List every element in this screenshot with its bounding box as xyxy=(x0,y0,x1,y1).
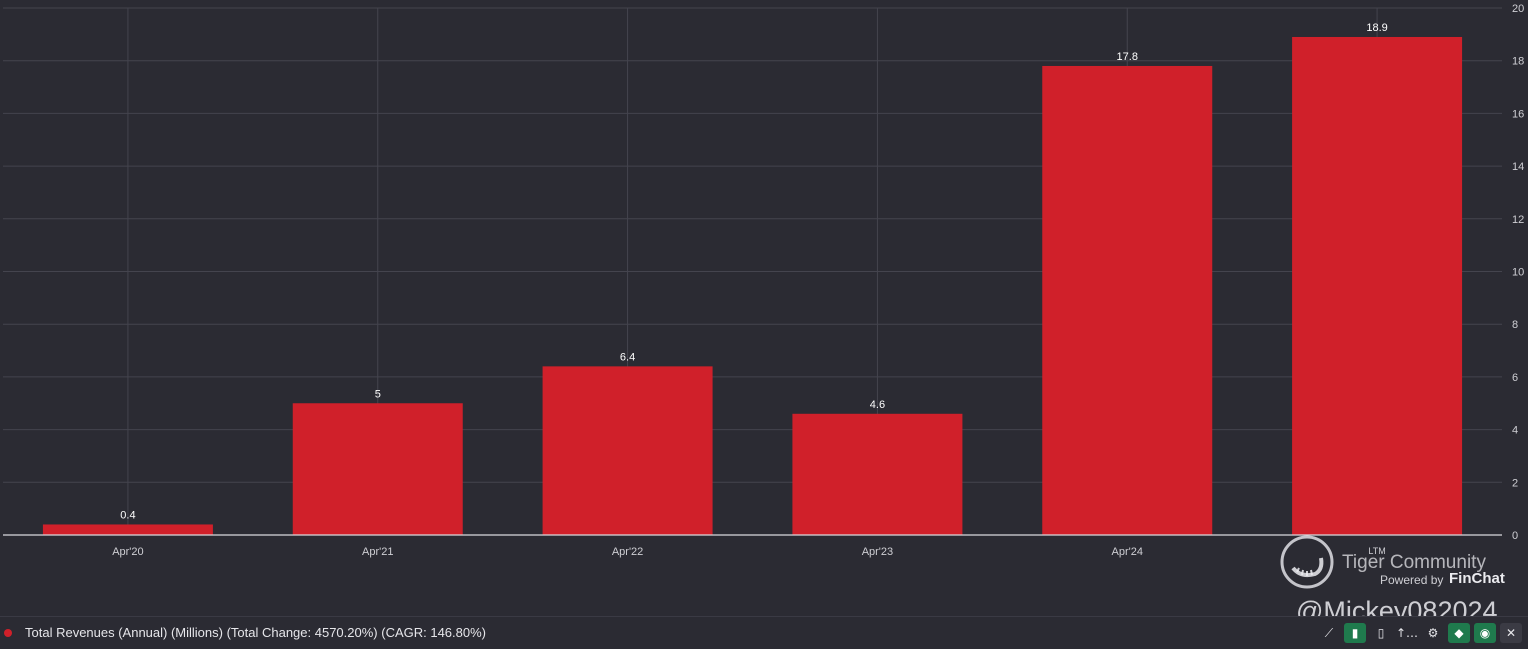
x-tick-label: Apr'24 xyxy=(1112,546,1143,558)
y-tick-label: 12 xyxy=(1512,214,1524,226)
gear-icon[interactable]: ⚙ xyxy=(1427,626,1439,640)
watermark-powered-by: Powered by xyxy=(1380,573,1444,587)
bar-chart-icon[interactable]: ▮ xyxy=(1344,623,1366,643)
bar-4 xyxy=(1042,65,1213,535)
sort-icon[interactable]: ↑… xyxy=(1395,626,1419,640)
y-tick-label: 20 xyxy=(1512,3,1524,15)
y-tick-label: 8 xyxy=(1512,319,1518,331)
close-icon[interactable]: ✕ xyxy=(1500,623,1522,643)
bar-0 xyxy=(42,524,213,535)
y-tick-label: 18 xyxy=(1512,56,1524,68)
bar-3 xyxy=(792,413,963,535)
y-tick-label: 4 xyxy=(1512,425,1518,437)
legend-bar: Total Revenues (Annual) (Millions) (Tota… xyxy=(0,616,1528,649)
x-tick-label: LTM xyxy=(1368,546,1385,556)
data-label: 6.4 xyxy=(620,351,635,363)
bar-1 xyxy=(292,403,463,535)
data-label: 4.6 xyxy=(870,399,885,411)
bar-5 xyxy=(1292,36,1463,536)
data-label: 5 xyxy=(375,388,381,400)
y-tick-label: 6 xyxy=(1512,372,1518,384)
x-tick-label: Apr'21 xyxy=(362,546,393,558)
data-label: 18.9 xyxy=(1366,22,1387,34)
line-chart-icon[interactable]: ⟋ xyxy=(1324,625,1334,640)
tag-icon[interactable]: ◆ xyxy=(1448,623,1470,643)
x-tick-label: Apr'22 xyxy=(612,546,643,558)
legend-marker xyxy=(4,629,12,637)
tiger-logo-icon xyxy=(1279,534,1335,590)
bar-chart-outline-icon[interactable]: ▯ xyxy=(1377,626,1385,640)
legend-label[interactable]: Total Revenues (Annual) (Millions) (Tota… xyxy=(25,625,486,640)
chart-area: 0 2 4 6 8 10 12 14 16 18 20 0.4 5 6.4 4.6 17.8 18.9 Apr'2… xyxy=(3,3,1524,558)
x-tick-label: Apr'23 xyxy=(862,546,893,558)
data-label: 17.8 xyxy=(1117,51,1138,63)
chart-toolbar: ⟋ ▮ ▯ ↑… ⚙ ◆ ◉ ✕ xyxy=(1318,622,1522,644)
bar-2 xyxy=(542,366,713,535)
bar-chart: 0 2 4 6 8 10 12 14 16 18 20 0.4 5 6.4 4.6 17.8 18.9 Apr'2… xyxy=(3,3,1524,558)
y-tick-label: 10 xyxy=(1512,267,1524,279)
eye-icon[interactable]: ◉ xyxy=(1474,623,1496,643)
y-tick-label: 0 xyxy=(1512,530,1518,542)
watermark-brand: FinChat xyxy=(1449,570,1505,587)
data-label: 0.4 xyxy=(120,509,135,521)
y-tick-label: 16 xyxy=(1512,108,1524,120)
x-tick-label: Apr'20 xyxy=(112,546,143,558)
watermark-title: Tiger Community xyxy=(1342,552,1486,573)
y-tick-label: 14 xyxy=(1512,161,1524,173)
y-tick-label: 2 xyxy=(1512,477,1518,489)
